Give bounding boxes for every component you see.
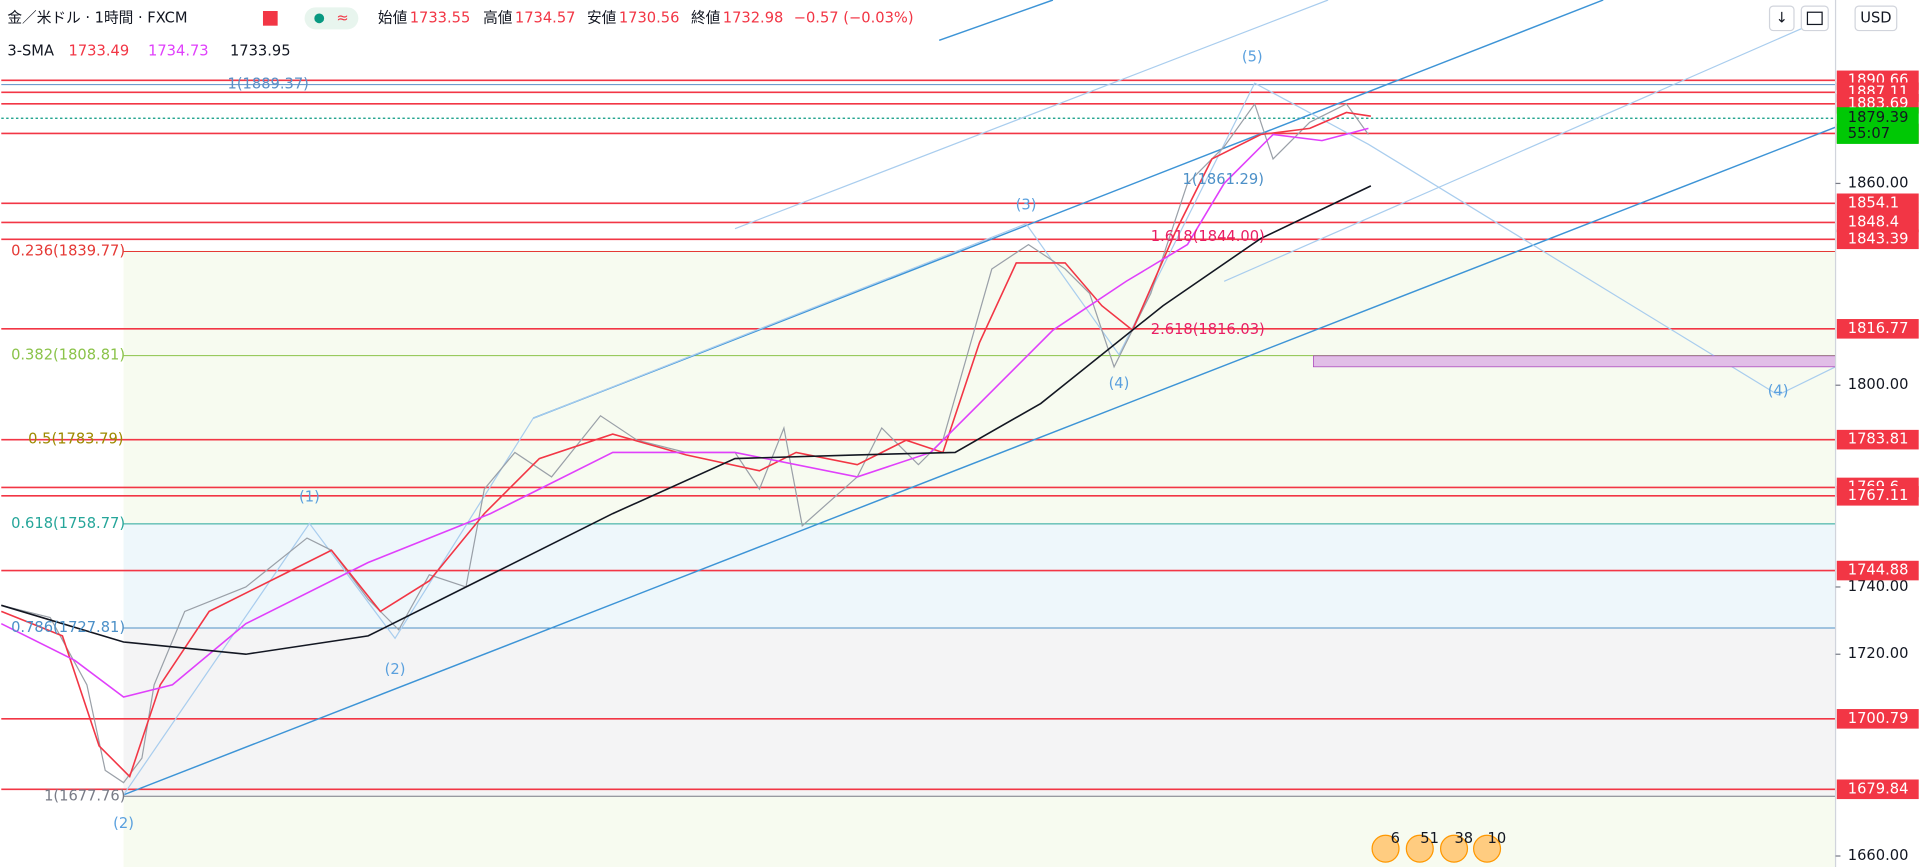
fib-label: 1(1677.76) (44, 787, 125, 804)
level-tag (1836, 319, 1919, 339)
wave-label: (3) (1016, 196, 1037, 213)
ohlc-value: 1732.98 (723, 9, 784, 26)
status-dot (314, 13, 325, 24)
status-pill (304, 7, 359, 30)
level-label: 1679.84 (1848, 780, 1909, 797)
event-count: 6 (1391, 830, 1400, 847)
button[interactable] (1768, 5, 1795, 32)
fib-band (123, 523, 1836, 628)
symbol: 金／米ドル · 1時間 · FXCM (7, 9, 187, 26)
ohlc-label: 始値 (378, 9, 408, 26)
currency: USD (1860, 9, 1891, 26)
event-icon (1371, 834, 1400, 863)
countdown: 55:07 (1848, 125, 1890, 142)
level-tag (1836, 193, 1919, 214)
level-label: 1767.11 (1848, 487, 1909, 504)
level-tag (1836, 779, 1919, 800)
indicator-value: 1734.73 (148, 42, 209, 59)
fib-label: 0.236(1839.77) (11, 242, 125, 259)
extension-label: 2.618(1816.03) (1151, 321, 1265, 338)
current-tag (1836, 107, 1919, 144)
wave-label: (1) (299, 489, 320, 506)
ohlc-label: 安値 (587, 9, 617, 26)
wave-line (123, 82, 1836, 796)
axis: 1860.001800.001740.001720.001660.001890.… (1835, 70, 1919, 864)
tick-label: 1860.00 (1848, 174, 1909, 191)
indicator-name: 3-SMA (7, 42, 54, 59)
ma-line (0, 127, 1369, 698)
fib-label: 1(1889.37) (228, 76, 309, 93)
tick-label: 1800.00 (1848, 376, 1909, 393)
level-label: 1854.1 (1848, 194, 1899, 211)
level-label: 1700.79 (1848, 710, 1909, 727)
level-tag (1836, 429, 1919, 450)
level-label: 1783.81 (1848, 431, 1909, 448)
level-tag (1836, 212, 1919, 233)
trend-line (123, 126, 1836, 796)
ohlc-label: 高値 (483, 9, 513, 26)
labels: 0.236(1839.77) 0.382(1808.81) 0.5(1783.79)… (7, 9, 1789, 863)
icon: ≈ (336, 9, 348, 26)
fib-band (123, 627, 1836, 797)
fib-label: 0.618(1758.77) (11, 515, 125, 532)
wave-label: (4) (1768, 382, 1789, 399)
tick-label: 1740.00 (1848, 578, 1909, 595)
change: −0.57 (−0.03%) (794, 9, 914, 26)
ohlc-label: 終値 (691, 9, 721, 26)
ohlc-value: 1733.55 (410, 9, 471, 26)
indicator-value: 1733.95 (230, 42, 291, 59)
wave-label: (5) (1242, 48, 1263, 65)
event-count: 51 (1420, 830, 1439, 847)
event-count: 10 (1488, 830, 1507, 847)
tick-label: 1720.00 (1848, 645, 1909, 662)
tick-label: 1660.00 (1848, 847, 1909, 864)
level-tag (1836, 486, 1919, 506)
ohlc-value: 1730.56 (619, 9, 680, 26)
level-label: 1744.88 (1848, 562, 1909, 579)
icon (1806, 11, 1823, 26)
trend-line (1223, 23, 1812, 282)
event-icon (1472, 834, 1502, 863)
extension-label: 1(1861.29) (1183, 171, 1264, 188)
level-label: 1816.77 (1848, 320, 1909, 337)
level-tag (1836, 229, 1919, 250)
flag (262, 11, 278, 26)
event-icon (1439, 834, 1469, 863)
wave-label: (2) (385, 661, 406, 678)
level-tag (1836, 709, 1919, 729)
event-icon (1405, 834, 1434, 863)
trend-line (938, 0, 1054, 42)
fib-label: 0.5(1783.79) (28, 431, 123, 448)
trend-line (734, 0, 1329, 230)
level-label: 1848.4 (1848, 213, 1899, 230)
current-price: 1879.39 (1848, 109, 1909, 126)
ohlc-value: 1734.57 (515, 9, 576, 26)
button[interactable] (1800, 5, 1829, 32)
extension-label: 1.618(1844.00) (1151, 228, 1265, 245)
icon: ↓ (1776, 9, 1788, 26)
level-label: 1843.39 (1848, 230, 1909, 247)
ma-line (1, 185, 1372, 656)
event-count: 38 (1454, 830, 1473, 847)
wave-label: (2) (113, 815, 134, 832)
currency-button[interactable] (1854, 5, 1898, 32)
fib-label: 0.786(1727.81) (11, 619, 125, 636)
zone (1313, 355, 1836, 368)
levels (1, 79, 1836, 797)
level-tag (1836, 560, 1919, 581)
wave-label: (4) (1109, 375, 1130, 392)
indicator-value: 1733.49 (69, 42, 130, 59)
fib-label: 0.382(1808.81) (11, 347, 125, 364)
